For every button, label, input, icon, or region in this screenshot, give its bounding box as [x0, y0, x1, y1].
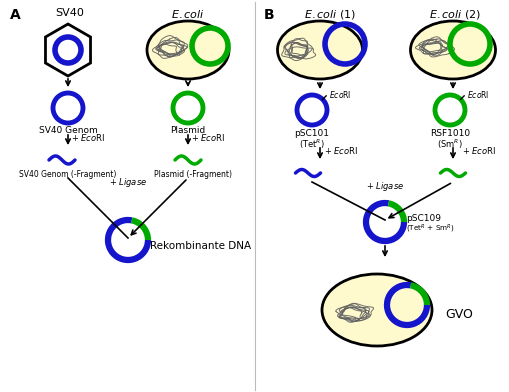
Text: $\it{E.coli}$ (2): $\it{E.coli}$ (2) — [428, 8, 480, 21]
Text: $\it{Eco}$RI: $\it{Eco}$RI — [466, 89, 489, 100]
Text: + $\it{Ligase}$: + $\it{Ligase}$ — [365, 180, 403, 193]
Text: pSC109: pSC109 — [405, 214, 440, 223]
Text: (Tet$^R$): (Tet$^R$) — [298, 138, 324, 151]
Ellipse shape — [147, 21, 229, 79]
Ellipse shape — [277, 21, 362, 79]
Text: A: A — [10, 8, 21, 22]
Text: + $\it{Eco}$RI: + $\it{Eco}$RI — [191, 132, 225, 143]
Ellipse shape — [410, 21, 495, 79]
Text: + $\it{Eco}$RI: + $\it{Eco}$RI — [323, 145, 357, 156]
Text: GVO: GVO — [444, 309, 472, 321]
Text: $\it{Eco}$RI: $\it{Eco}$RI — [328, 89, 351, 100]
Text: + $\it{Ligase}$: + $\it{Ligase}$ — [108, 176, 147, 189]
Text: Plasmid (-Fragment): Plasmid (-Fragment) — [154, 170, 232, 179]
Text: (Sm$^R$): (Sm$^R$) — [436, 138, 462, 151]
Text: SV40: SV40 — [55, 8, 84, 18]
Text: pSC101: pSC101 — [294, 129, 329, 138]
Text: + $\it{Eco}$RI: + $\it{Eco}$RI — [71, 132, 105, 143]
Text: SV40 Genom: SV40 Genom — [39, 126, 97, 135]
Text: $\it{E.coli}$ (1): $\it{E.coli}$ (1) — [303, 8, 355, 21]
Text: Plasmid: Plasmid — [170, 126, 205, 135]
Text: RSF1010: RSF1010 — [429, 129, 469, 138]
Text: $\it{E.coli}$: $\it{E.coli}$ — [171, 8, 205, 20]
Text: SV40 Genom (-Fragment): SV40 Genom (-Fragment) — [19, 170, 117, 179]
Ellipse shape — [321, 274, 431, 346]
Text: (Tet$^R$ + Sm$^R$): (Tet$^R$ + Sm$^R$) — [405, 223, 454, 235]
Text: Rekombinante DNA: Rekombinante DNA — [150, 241, 250, 251]
Text: B: B — [264, 8, 274, 22]
Text: + $\it{Eco}$RI: + $\it{Eco}$RI — [461, 145, 495, 156]
